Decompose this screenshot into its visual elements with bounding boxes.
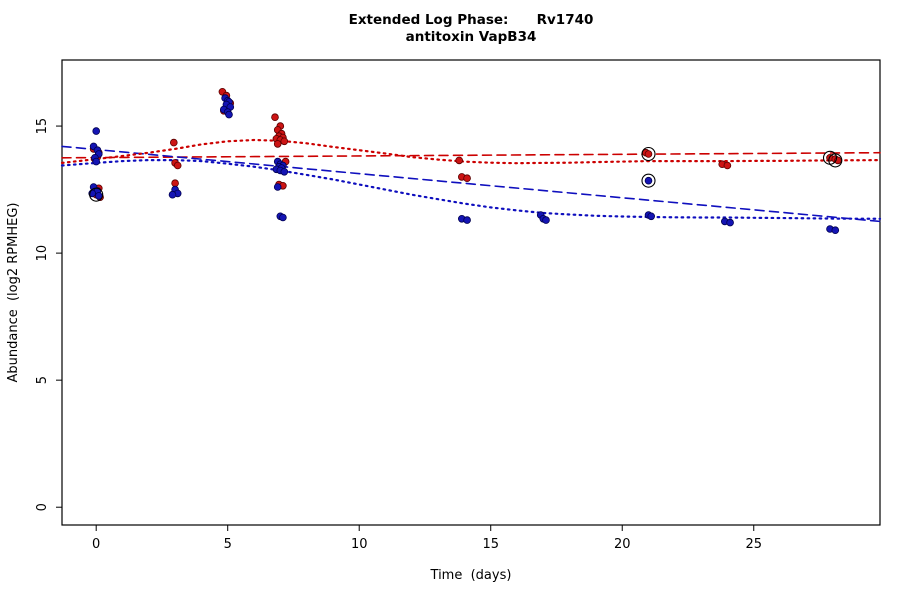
y-tick-label: 0 xyxy=(35,503,50,511)
circled-point-marker xyxy=(89,187,104,202)
blue-point xyxy=(831,226,840,235)
blue-point xyxy=(647,212,655,221)
blue-point xyxy=(225,110,233,119)
circled-point-marker xyxy=(641,173,656,188)
blue-point xyxy=(168,190,177,199)
chart-title-line1: Extended Log Phase: Rv1740 xyxy=(348,12,594,28)
y-tick-label: 5 xyxy=(35,376,50,384)
x-tick-label: 20 xyxy=(614,537,631,552)
red-point xyxy=(273,140,282,148)
blue-dashed-fit-line xyxy=(61,145,881,223)
red-point xyxy=(171,179,179,188)
x-axis-label: Time (days) xyxy=(430,568,512,583)
x-tick-label: 0 xyxy=(92,537,100,552)
blue-point xyxy=(726,218,734,227)
blue-point xyxy=(92,157,100,166)
blue-point xyxy=(279,213,287,222)
circled-point-marker xyxy=(828,153,843,168)
red-point xyxy=(644,150,653,158)
blue-point xyxy=(280,168,289,176)
x-tick-label: 5 xyxy=(224,537,232,552)
circled-point-marker xyxy=(641,146,656,162)
y-tick-label: 15 xyxy=(35,118,50,135)
red-point xyxy=(173,161,182,170)
blue-point xyxy=(644,176,653,185)
plot-box xyxy=(61,59,881,526)
red-dotted-smooth-line xyxy=(60,138,882,165)
blue-point xyxy=(92,127,100,135)
red-point xyxy=(463,174,471,183)
red-point xyxy=(280,137,289,146)
x-tick-label: 15 xyxy=(482,537,499,552)
red-point xyxy=(170,138,178,147)
x-tick-label: 25 xyxy=(745,537,762,552)
red-point xyxy=(271,113,279,121)
blue-point xyxy=(273,183,282,191)
blue-point xyxy=(463,216,471,224)
chart-title-line2: antitoxin VapB34 xyxy=(405,29,537,45)
red-point xyxy=(723,161,732,170)
blue-point xyxy=(542,216,550,224)
blue-dotted-smooth-line xyxy=(60,159,882,220)
red-point xyxy=(455,156,464,165)
x-tick-label: 10 xyxy=(351,537,368,552)
y-tick-label: 10 xyxy=(35,245,50,262)
red-dashed-fit-line xyxy=(61,151,881,159)
